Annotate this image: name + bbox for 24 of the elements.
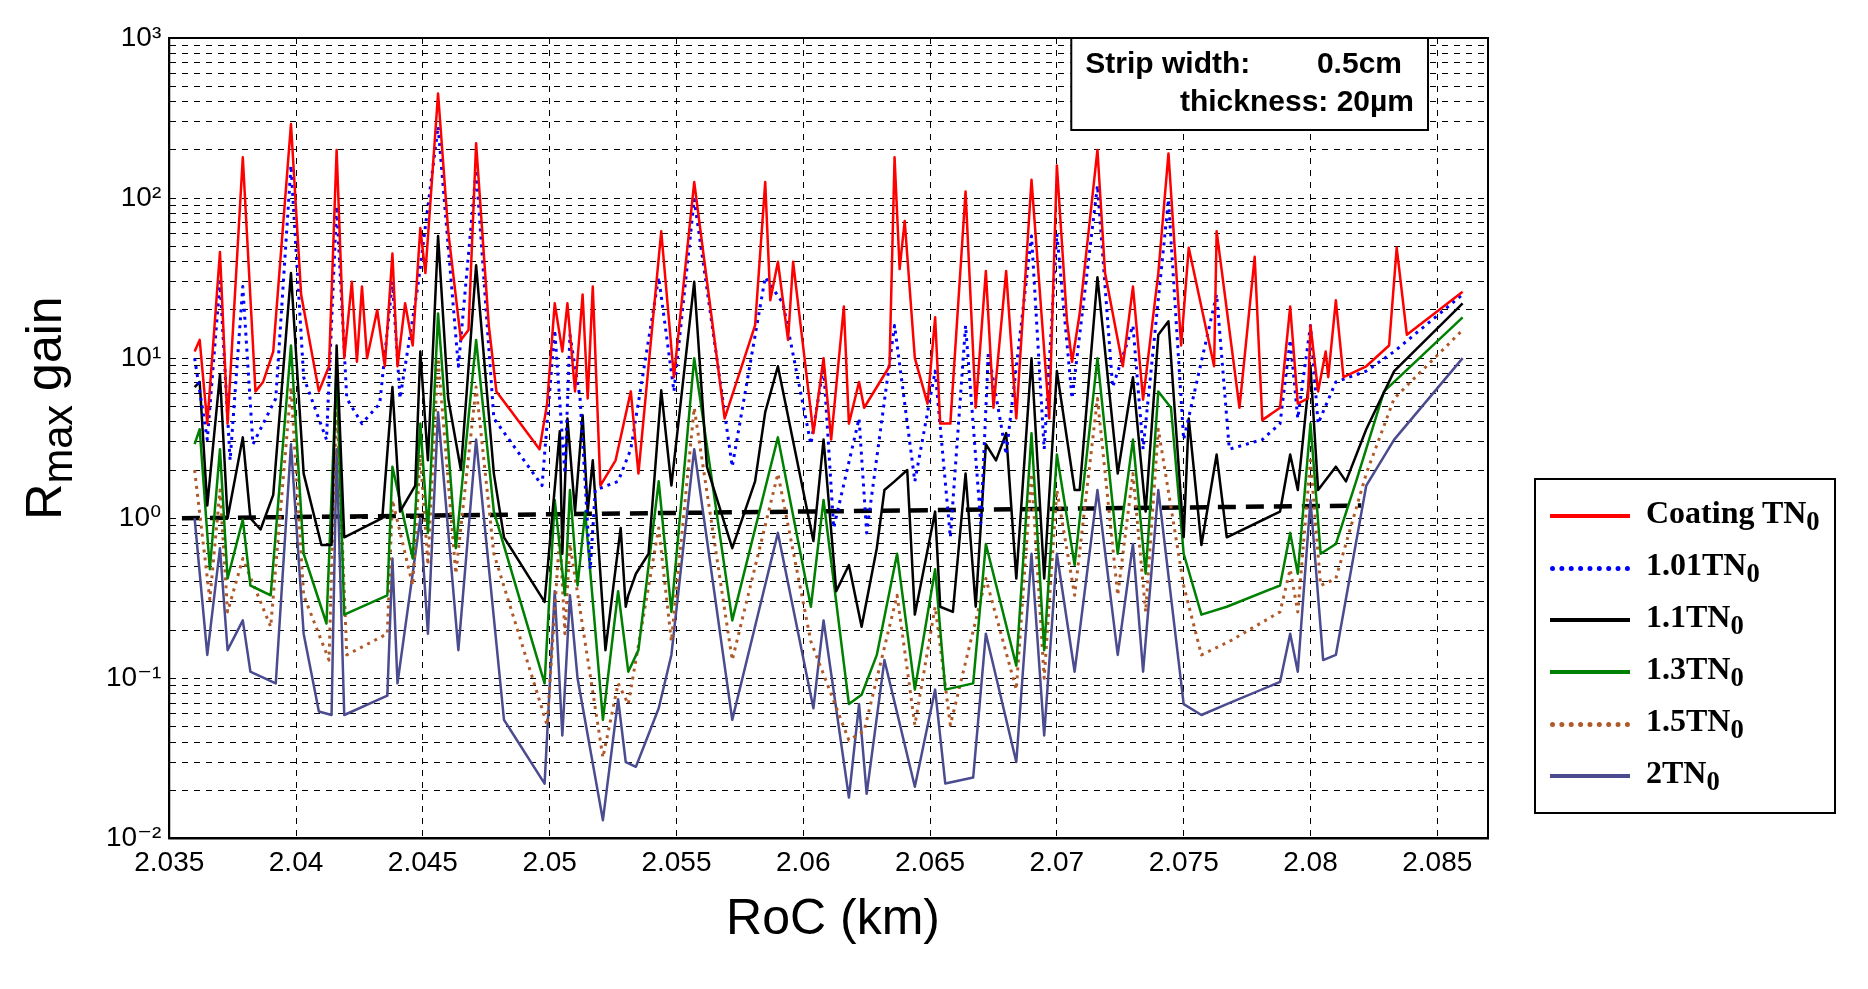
legend-label: 1.5TN$_{0}$: [1646, 702, 1744, 746]
x-axis-title: RoC (km): [725, 888, 941, 946]
annotation: Strip width: 0.5cm: [1085, 46, 1402, 80]
x-tick-label: 2.075: [1148, 845, 1219, 877]
x-tick-label: 2.06: [776, 845, 831, 877]
x-tick-label: 2.05: [522, 845, 577, 877]
x-tick-label: 2.07: [1029, 845, 1085, 877]
x-tick-label: 2.045: [387, 845, 458, 877]
y-tick-label: 10²: [120, 180, 162, 212]
annotation: thickness: 20µm: [1179, 84, 1414, 118]
legend-label: 1.1TN$_{0}$: [1646, 598, 1744, 642]
y-tick-label: 10¹: [120, 340, 162, 372]
legend-label: Coating TN$_{0}$: [1646, 494, 1820, 538]
y-tick-label: 10⁰: [118, 500, 162, 532]
legend-label: 1.01TN$_{0}$: [1646, 546, 1760, 590]
legend-label: 2TN$_{0}$: [1646, 754, 1720, 798]
x-tick-label: 2.04: [268, 845, 324, 877]
legend-label: 1.3TN$_{0}$: [1646, 650, 1744, 694]
y-tick-label: 10⁻¹: [106, 661, 162, 693]
x-tick-label: 2.065: [895, 845, 966, 877]
y-tick-label: 10³: [120, 20, 162, 52]
x-tick-label: 2.085: [1402, 845, 1473, 877]
x-tick-label: 2.08: [1283, 845, 1338, 877]
x-tick-label: 2.055: [641, 845, 712, 877]
